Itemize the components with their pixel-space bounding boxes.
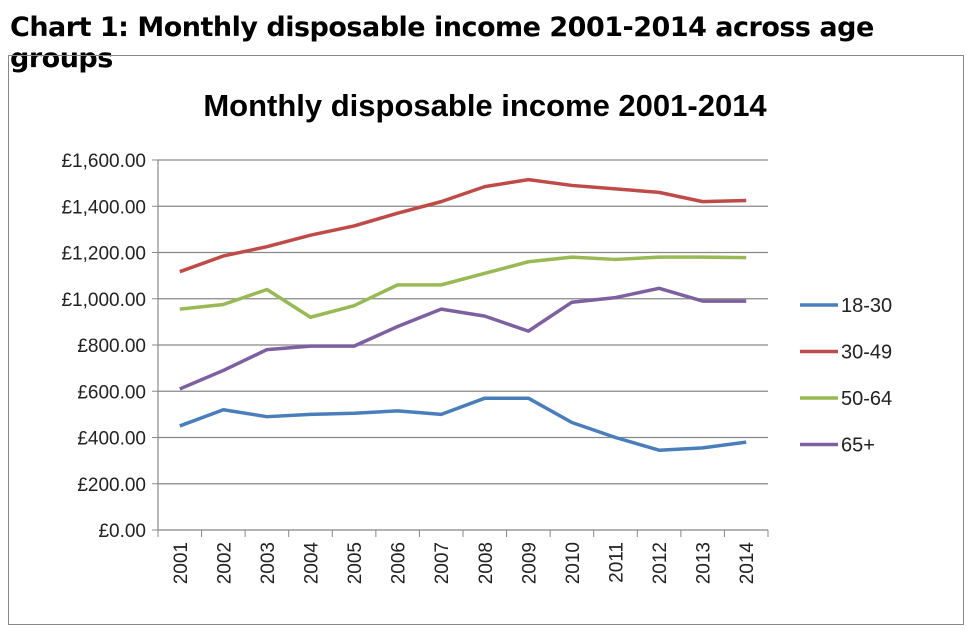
x-tick-label: 2013 [694, 542, 715, 584]
y-tick-label: £1,200.00 [61, 244, 146, 265]
x-tick-label: 2001 [171, 542, 192, 584]
series-line-30-49 [179, 177, 747, 274]
x-tick-label: 2014 [737, 542, 758, 585]
y-tick-label: £1,000.00 [61, 290, 146, 311]
x-tick-label: 2010 [563, 542, 584, 584]
series-line-18-30 [179, 396, 747, 452]
y-tick-label: £200.00 [77, 475, 146, 496]
legend-label: 65+ [841, 435, 875, 457]
series-line-50-64 [179, 255, 747, 319]
x-tick-label: 2011 [607, 542, 628, 583]
legend-label: 50-64 [841, 388, 892, 410]
y-tick-label: £400.00 [77, 429, 146, 450]
x-tick-label: 2004 [302, 542, 323, 585]
chart-frame [8, 55, 964, 625]
y-tick-label: £1,600.00 [61, 151, 146, 172]
y-tick-label: £800.00 [77, 336, 146, 357]
x-tick-label: 2008 [476, 542, 497, 584]
y-tick-label: £600.00 [77, 382, 146, 403]
chart-title: Monthly disposable income 2001-2014 [203, 88, 767, 123]
x-tick-label: 2007 [432, 542, 453, 584]
legend-label: 18-30 [841, 295, 892, 317]
x-tick-label: 2012 [650, 542, 671, 584]
y-tick-label: £1,400.00 [61, 197, 146, 218]
x-tick-label: 2003 [258, 542, 279, 584]
x-tick-label: 2002 [214, 542, 235, 584]
series-line-65+ [179, 286, 747, 391]
figure-heading: Chart 1: Monthly disposable income 2001-… [10, 12, 874, 74]
x-tick-label: 2009 [519, 542, 540, 584]
legend-label: 30-49 [841, 342, 892, 364]
x-tick-label: 2005 [345, 542, 366, 584]
x-tick-label: 2006 [389, 542, 410, 584]
y-tick-label: £0.00 [98, 521, 146, 542]
